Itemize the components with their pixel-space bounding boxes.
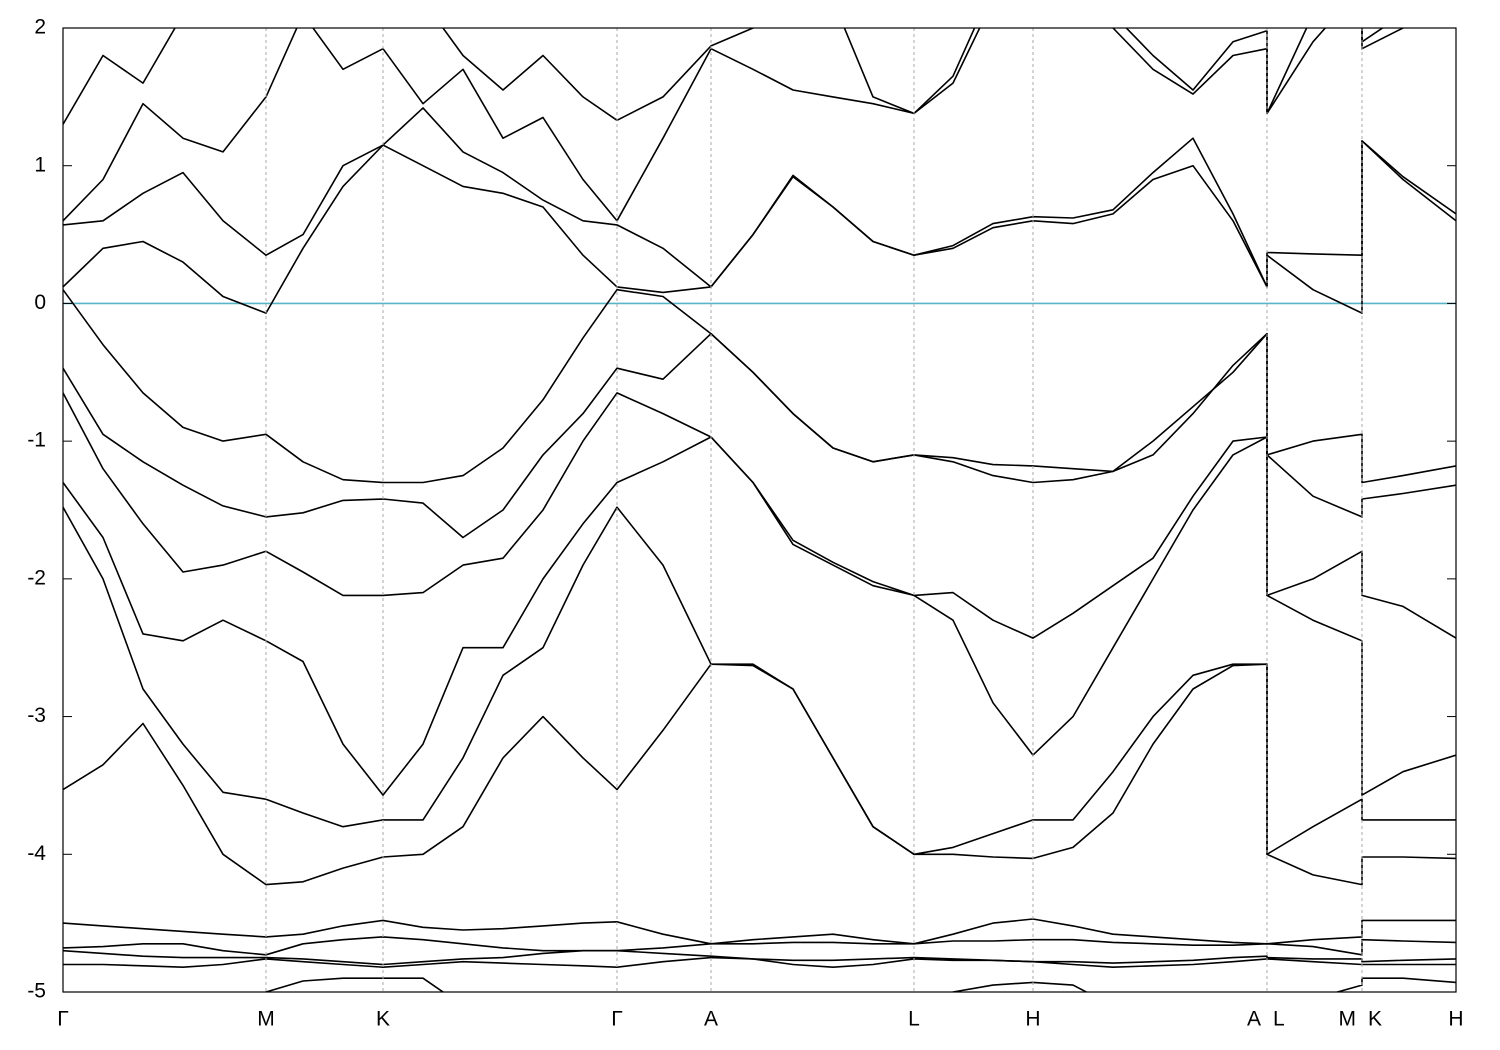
band-line bbox=[63, 936, 1456, 956]
band-line bbox=[63, 918, 1456, 945]
x-tick-label: K bbox=[1368, 1008, 1382, 1031]
plot-frame bbox=[62, 27, 1457, 993]
x-tick-label: Γ bbox=[611, 1008, 623, 1031]
x-tick-label: H bbox=[1448, 1008, 1463, 1031]
band-line bbox=[63, 288, 1456, 484]
band-line bbox=[263, 977, 1456, 992]
x-tick-label: Γ bbox=[57, 1008, 69, 1031]
y-tick-label: -5 bbox=[27, 980, 46, 1003]
y-tick-label: -1 bbox=[27, 429, 46, 452]
band-line bbox=[63, 663, 1456, 886]
x-tick-label: A bbox=[704, 1008, 718, 1031]
x-tick-label: M bbox=[1339, 1008, 1357, 1031]
y-tick-label: 2 bbox=[34, 16, 46, 39]
band-line bbox=[63, 506, 1456, 856]
x-tick-label: H bbox=[1025, 1008, 1040, 1031]
y-tick-label: -3 bbox=[27, 704, 46, 727]
band-line bbox=[63, 949, 1456, 966]
band-line bbox=[63, 140, 1456, 314]
x-tick-label: A bbox=[1247, 1008, 1261, 1031]
y-tick-label: -4 bbox=[27, 842, 46, 865]
x-tick-label: L bbox=[908, 1008, 920, 1031]
x-tick-label: L bbox=[1273, 1008, 1285, 1031]
y-tick-label: 0 bbox=[34, 291, 46, 314]
band-line bbox=[63, 956, 1456, 968]
y-tick-label: -2 bbox=[27, 566, 46, 589]
x-tick-label: K bbox=[376, 1008, 390, 1031]
band-line bbox=[63, 28, 1405, 222]
band-line bbox=[63, 332, 1456, 539]
band-line bbox=[63, 28, 1384, 125]
x-tick-label: M bbox=[257, 1008, 275, 1031]
y-tick-label: 1 bbox=[34, 153, 46, 176]
plot-area bbox=[63, 28, 1456, 992]
band-line bbox=[63, 107, 1456, 288]
